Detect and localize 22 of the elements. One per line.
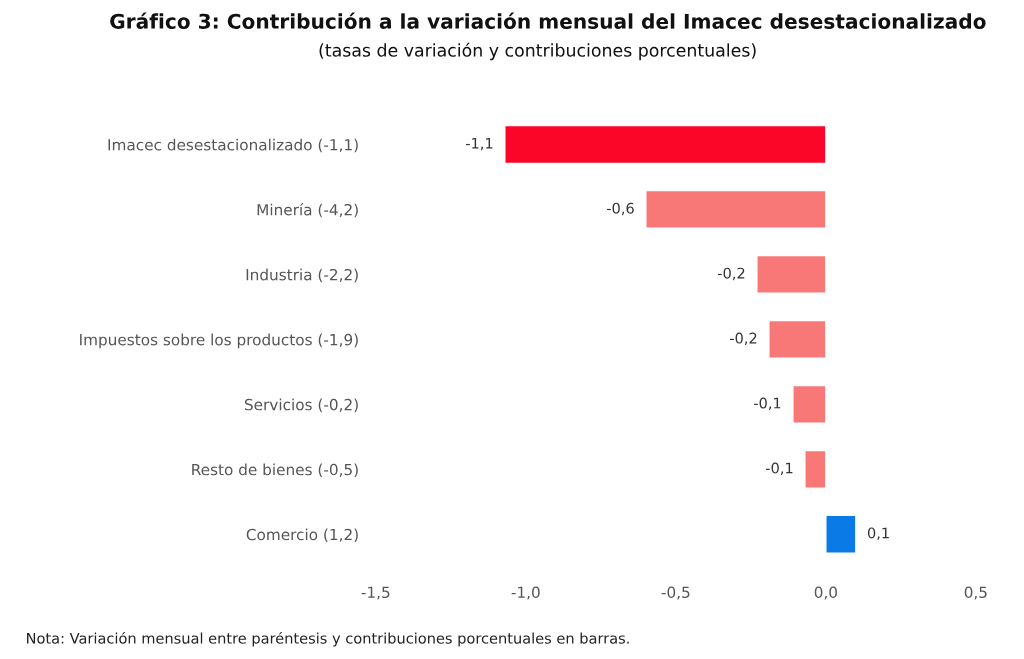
text: Nota: Variación mensual entre paréntesis y contribuciones porcentuales en barras. bbox=[27, 631, 629, 647]
data-label: -1,1 bbox=[465, 137, 493, 151]
y-tick-label: Servicios (-0,2) bbox=[244, 398, 358, 413]
y-tick-label: Minería (-4,2) bbox=[257, 203, 358, 218]
y-tick-label: Comercio (1,2) bbox=[246, 528, 358, 543]
chart-subtitle: (tasas de variación y contribuciones porcentuales) bbox=[319, 42, 756, 61]
data-label: -0,2 bbox=[730, 332, 757, 346]
data-label: 0,1 bbox=[867, 527, 889, 540]
data-label: -0,2 bbox=[718, 267, 745, 281]
x-tick-label: 0,0 bbox=[814, 586, 837, 600]
data-label: -0,1 bbox=[754, 397, 781, 411]
y-tick-label: Impuestos sobre los productos (-1,9) bbox=[80, 333, 358, 349]
x-tick-label: -1,0 bbox=[511, 586, 540, 600]
data-label: -0,6 bbox=[606, 202, 634, 216]
data-label: -0,1 bbox=[766, 462, 793, 476]
y-tick-label: Imacec desestacionalizado (-1,1) bbox=[108, 138, 358, 153]
x-tick-label: -1,5 bbox=[361, 586, 390, 600]
x-tick-label: 0,5 bbox=[964, 586, 987, 600]
y-tick-label: Industria (-2,2) bbox=[246, 268, 358, 283]
chart-title: Gráfico 3: Contribución a la variación mensual del Imacec desestacionalizado bbox=[110, 12, 986, 29]
y-tick-label: Resto de bienes (-0,5) bbox=[192, 463, 358, 478]
x-tick-label: -0,5 bbox=[661, 586, 690, 600]
